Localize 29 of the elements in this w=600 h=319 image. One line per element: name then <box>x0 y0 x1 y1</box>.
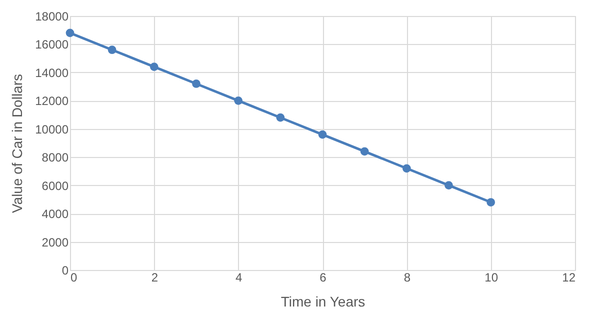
x-tick-label: 12 <box>562 270 576 284</box>
point <box>150 62 158 71</box>
y-tick-label: 18000 <box>35 10 69 24</box>
point <box>486 198 496 206</box>
y-tick-label: 8000 <box>42 150 69 165</box>
x-tick-label: 10 <box>484 270 498 284</box>
x-axis-title: Time in Years <box>280 294 366 310</box>
y-tick-label: 16000 <box>35 38 69 52</box>
point <box>234 96 243 105</box>
x-tick-label: 0 <box>70 270 78 284</box>
point <box>108 46 116 54</box>
x-tick-label: 2 <box>151 270 158 284</box>
y-tick-label: 4000 <box>42 207 69 222</box>
y-axis-title: Value of Car in Dollars <box>9 74 26 214</box>
point <box>402 164 411 173</box>
point <box>276 113 285 122</box>
point <box>318 130 327 139</box>
point <box>360 147 369 156</box>
y-tick-label: 14000 <box>35 66 69 80</box>
y-tick-label: 10000 <box>35 122 69 136</box>
point <box>444 181 453 190</box>
y-tick-label: 12000 <box>35 94 69 108</box>
x-tick-label: 8 <box>404 270 411 284</box>
x-tick-label: 6 <box>320 270 327 284</box>
y-tick-label: 6000 <box>42 178 69 193</box>
x-tick-label: 4 <box>235 270 242 284</box>
point <box>66 28 74 38</box>
y-tick-label: 2000 <box>42 235 69 250</box>
point <box>192 80 200 88</box>
